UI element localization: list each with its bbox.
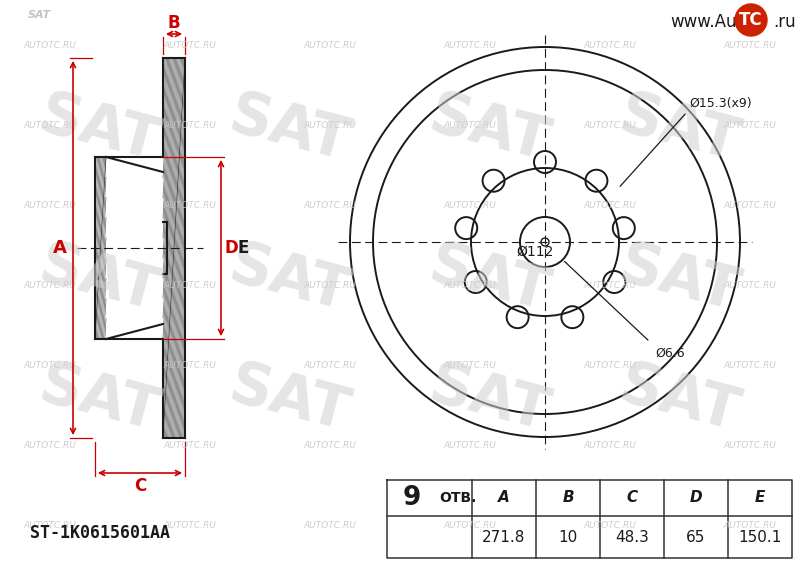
Text: SAT: SAT	[614, 237, 746, 323]
Text: C: C	[134, 477, 146, 495]
Text: SAT: SAT	[34, 87, 166, 174]
Text: AUTOTC.RU: AUTOTC.RU	[723, 120, 777, 129]
Text: Ø6.6: Ø6.6	[655, 347, 685, 360]
Text: AUTOTC.RU: AUTOTC.RU	[23, 201, 77, 210]
Text: AUTOTC.RU: AUTOTC.RU	[163, 201, 217, 210]
Text: AUTOTC.RU: AUTOTC.RU	[443, 120, 497, 129]
Text: AUTOTC.RU: AUTOTC.RU	[23, 441, 77, 449]
Text: SAT: SAT	[614, 356, 746, 444]
Text: AUTOTC.RU: AUTOTC.RU	[443, 201, 497, 210]
Text: 48.3: 48.3	[615, 529, 649, 544]
Text: Ø112: Ø112	[516, 245, 554, 259]
Text: SAT: SAT	[223, 87, 357, 174]
Text: A: A	[53, 239, 67, 257]
Text: www.Auto: www.Auto	[670, 13, 753, 31]
Text: .ru: .ru	[773, 13, 796, 31]
Text: AUTOTC.RU: AUTOTC.RU	[443, 281, 497, 289]
Text: AUTOTC.RU: AUTOTC.RU	[443, 360, 497, 370]
Text: AUTOTC.RU: AUTOTC.RU	[443, 520, 497, 529]
Text: 10: 10	[558, 529, 578, 544]
Text: AUTOTC.RU: AUTOTC.RU	[583, 120, 637, 129]
Text: AUTOTC.RU: AUTOTC.RU	[583, 201, 637, 210]
Text: AUTOTC.RU: AUTOTC.RU	[583, 281, 637, 289]
Text: A: A	[498, 490, 510, 505]
Text: 271.8: 271.8	[482, 529, 526, 544]
Text: SAT: SAT	[423, 237, 557, 323]
Text: 65: 65	[686, 529, 706, 544]
Text: AUTOTC.RU: AUTOTC.RU	[303, 281, 357, 289]
Text: SAT: SAT	[223, 356, 357, 444]
Text: SAT: SAT	[28, 10, 51, 20]
Text: AUTOTC.RU: AUTOTC.RU	[303, 201, 357, 210]
Text: 150.1: 150.1	[738, 529, 782, 544]
Circle shape	[735, 4, 767, 36]
Text: AUTOTC.RU: AUTOTC.RU	[303, 441, 357, 449]
Text: AUTOTC.RU: AUTOTC.RU	[23, 281, 77, 289]
Text: AUTOTC.RU: AUTOTC.RU	[23, 120, 77, 129]
Text: SAT: SAT	[223, 237, 357, 323]
Text: D: D	[224, 239, 238, 257]
Text: TC: TC	[739, 11, 763, 29]
Text: AUTOTC.RU: AUTOTC.RU	[163, 441, 217, 449]
Text: AUTOTC.RU: AUTOTC.RU	[163, 520, 217, 529]
Text: SAT: SAT	[423, 356, 557, 444]
Text: B: B	[168, 14, 180, 32]
Text: AUTOTC.RU: AUTOTC.RU	[583, 360, 637, 370]
Text: AUTOTC.RU: AUTOTC.RU	[583, 41, 637, 49]
Text: AUTOTC.RU: AUTOTC.RU	[303, 520, 357, 529]
Text: ОТВ.: ОТВ.	[439, 491, 476, 505]
Text: AUTOTC.RU: AUTOTC.RU	[23, 360, 77, 370]
Text: 9: 9	[403, 485, 421, 511]
Text: SAT: SAT	[423, 87, 557, 174]
Text: E: E	[755, 490, 765, 505]
Text: AUTOTC.RU: AUTOTC.RU	[443, 41, 497, 49]
Text: AUTOTC.RU: AUTOTC.RU	[23, 41, 77, 49]
Text: AUTOTC.RU: AUTOTC.RU	[303, 41, 357, 49]
Text: E: E	[238, 239, 249, 257]
Text: Ø15.3(x9): Ø15.3(x9)	[689, 97, 752, 110]
Text: D: D	[690, 490, 702, 505]
Text: AUTOTC.RU: AUTOTC.RU	[583, 441, 637, 449]
Text: ST-1K0615601AA: ST-1K0615601AA	[30, 524, 170, 542]
Text: AUTOTC.RU: AUTOTC.RU	[163, 360, 217, 370]
Text: AUTOTC.RU: AUTOTC.RU	[163, 120, 217, 129]
Text: C: C	[626, 490, 638, 505]
Text: AUTOTC.RU: AUTOTC.RU	[303, 360, 357, 370]
Text: AUTOTC.RU: AUTOTC.RU	[23, 520, 77, 529]
Text: AUTOTC.RU: AUTOTC.RU	[583, 520, 637, 529]
Text: AUTOTC.RU: AUTOTC.RU	[443, 441, 497, 449]
Text: AUTOTC.RU: AUTOTC.RU	[303, 120, 357, 129]
Text: AUTOTC.RU: AUTOTC.RU	[723, 41, 777, 49]
Text: AUTOTC.RU: AUTOTC.RU	[723, 201, 777, 210]
Text: AUTOTC.RU: AUTOTC.RU	[163, 281, 217, 289]
Text: AUTOTC.RU: AUTOTC.RU	[723, 520, 777, 529]
Text: B: B	[562, 490, 574, 505]
Text: AUTOTC.RU: AUTOTC.RU	[723, 441, 777, 449]
Text: AUTOTC.RU: AUTOTC.RU	[163, 41, 217, 49]
Text: AUTOTC.RU: AUTOTC.RU	[723, 360, 777, 370]
Text: SAT: SAT	[34, 356, 166, 444]
Text: SAT: SAT	[614, 87, 746, 174]
Text: AUTOTC.RU: AUTOTC.RU	[723, 281, 777, 289]
Text: SAT: SAT	[34, 237, 166, 323]
